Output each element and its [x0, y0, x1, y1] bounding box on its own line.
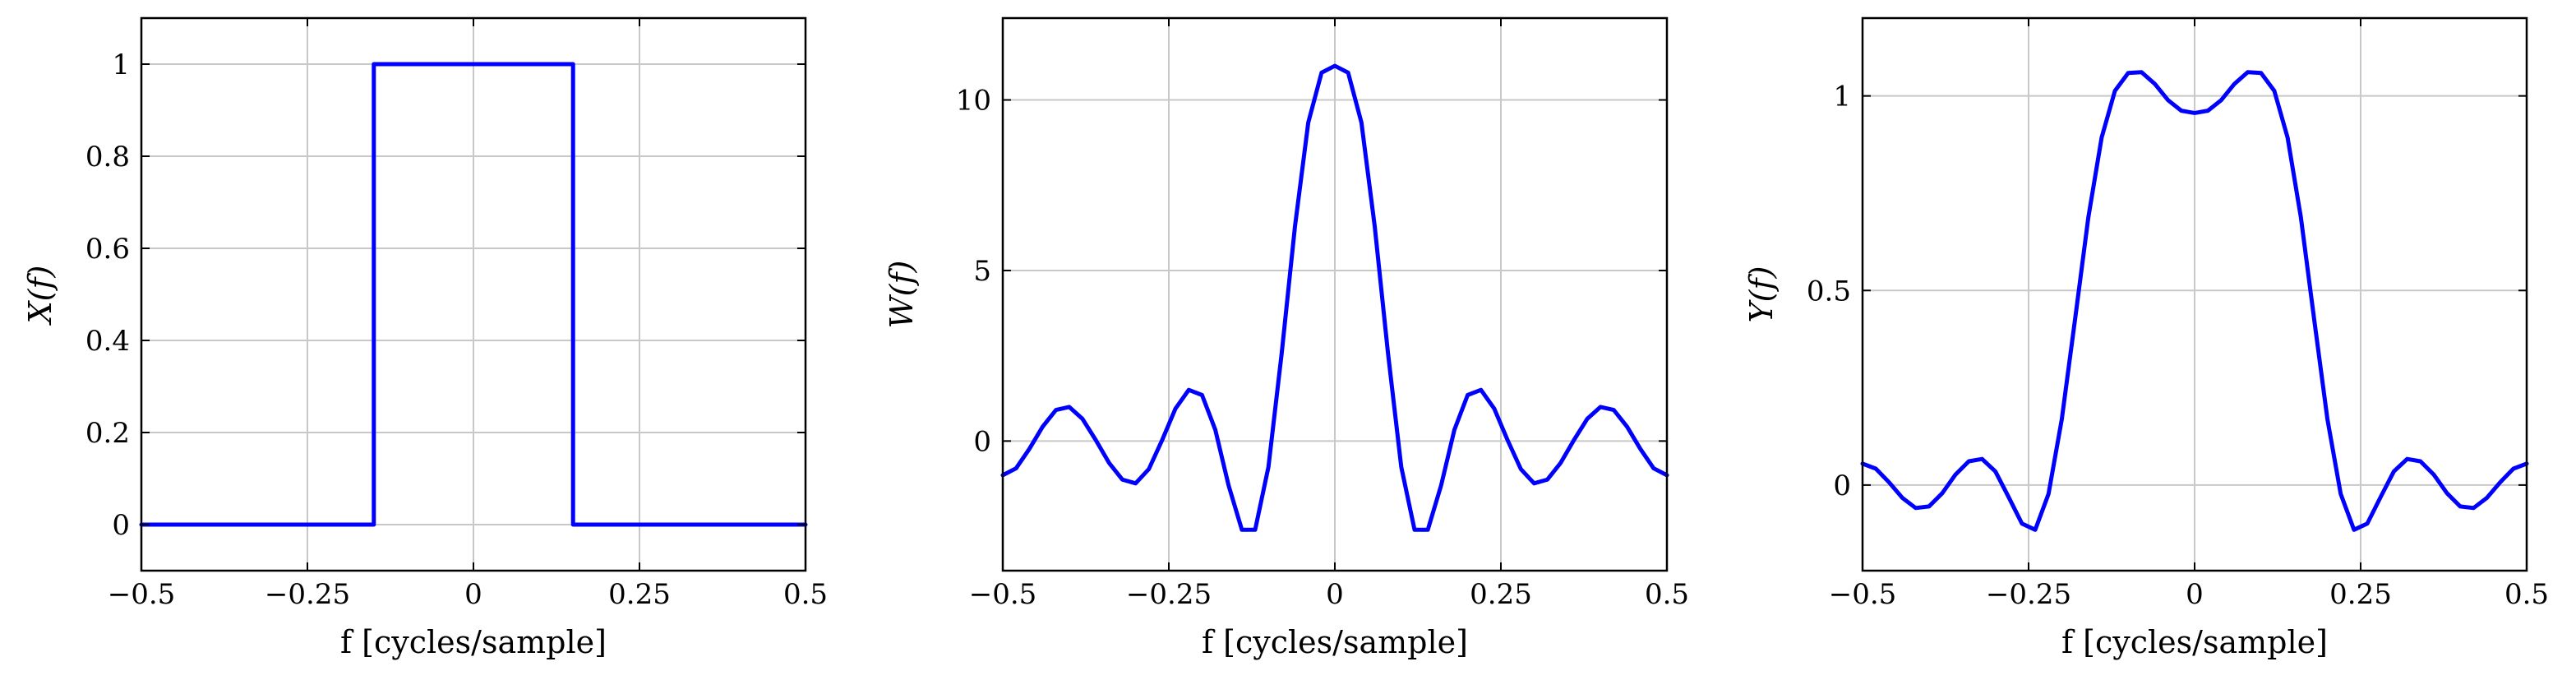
y-tick-label: 0.5	[1807, 275, 1851, 308]
x-tick-label: 0.25	[1470, 578, 1532, 611]
y-axis-label: W(f)	[884, 261, 920, 329]
x-tick-label: 0.25	[2329, 578, 2392, 611]
chart-panel-2: −0.5 −0.25 0 0.25 0.5 0 5 10 f [cycles/sample] W(…	[884, 16, 1689, 660]
x-tick-label: −0.25	[265, 578, 350, 611]
y-tick-label: 5	[973, 255, 991, 288]
y-tick-label: 0.4	[85, 325, 130, 358]
chart-panel-3: −0.5 −0.25 0 0.25 0.5 0 0.5 1 f [cycles/sample] Y…	[1743, 16, 2549, 660]
x-tick-label: 0	[464, 578, 482, 611]
y-tick-label: 0	[973, 425, 991, 458]
x-axis-label: f [cycles/sample]	[2061, 624, 2328, 660]
y-tick-label: 0.6	[85, 233, 130, 266]
y-axis-label: X(f)	[22, 266, 58, 326]
x-tick-label: 0.5	[1645, 578, 1689, 611]
y-tick-label: 10	[956, 85, 991, 118]
x-tick-label: −0.5	[108, 578, 176, 611]
y-tick-label: 1	[1833, 81, 1851, 113]
x-tick-label: 0.5	[2504, 578, 2549, 611]
y-tick-label: 1	[112, 49, 130, 81]
y-tick-label: 0.2	[85, 417, 130, 450]
x-axis-label: f [cycles/sample]	[340, 624, 607, 660]
y-tick-label: 0	[112, 509, 130, 542]
x-tick-label: −0.25	[1126, 578, 1212, 611]
x-tick-label: 0	[1326, 578, 1344, 611]
chart-panel-1: −0.5 −0.25 0 0.25 0.5 0 0.2 0.4 0.6 0.8 1 f [cycles…	[22, 16, 828, 660]
series-line	[139, 62, 808, 527]
x-tick-label: −0.25	[1986, 578, 2071, 611]
series-line	[1000, 63, 1669, 532]
x-tick-label: −0.5	[1829, 578, 1897, 611]
x-tick-label: 0.5	[783, 578, 828, 611]
x-tick-label: 0.25	[608, 578, 671, 611]
y-tick-label: 0.8	[85, 141, 130, 174]
y-tick-label: 0	[1833, 470, 1851, 502]
x-tick-label: 0	[2186, 578, 2204, 611]
x-axis-label: f [cycles/sample]	[1202, 624, 1468, 660]
y-axis-label: Y(f)	[1743, 266, 1780, 323]
x-tick-label: −0.5	[969, 578, 1037, 611]
series-line	[1860, 70, 2529, 532]
